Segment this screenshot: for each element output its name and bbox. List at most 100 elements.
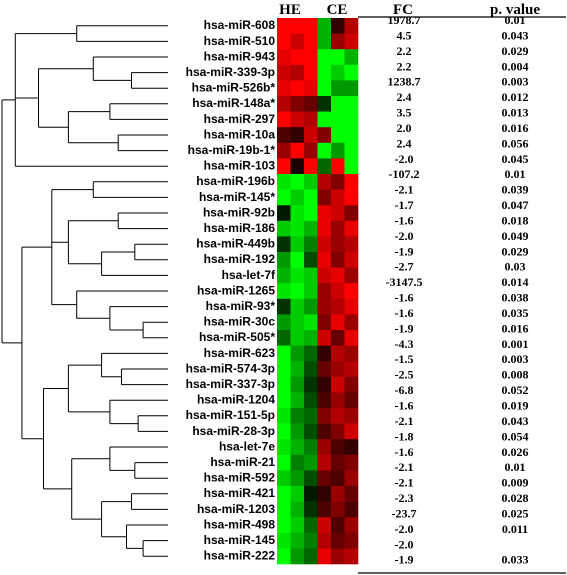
heatmap-cell [277,330,291,346]
fc-value: -2.1 [395,460,414,474]
heatmap-cell [277,127,291,144]
heatmap-cell [277,174,291,190]
fc-value: 2.4 [397,136,412,150]
heatmap-cell [344,142,359,159]
heatmap-cell [277,220,291,237]
heatmap-cell [304,80,318,97]
mirna-label: hsa-miR-1265 [197,283,275,297]
heatmap-cell [331,142,345,159]
fc-value: -2.0 [395,229,414,243]
heatmap-cell [304,439,318,456]
fc-value: -23.7 [392,506,417,520]
fc-value: 1238.7 [388,75,421,89]
heatmap-cell [331,376,345,393]
heatmap-cell [331,423,345,440]
heatmap-cell [277,423,291,440]
heatmap-cell [344,517,359,534]
heatmap-cell [277,454,291,471]
heatmap-cell [317,111,332,128]
heatmap-cell [290,158,305,175]
heatmap-cell [304,470,318,487]
heatmap-cell [277,64,291,81]
fc-value: -2.1 [395,414,414,428]
heatmap-cell [304,454,318,471]
pvalue-value: 0.01 [505,167,526,181]
heatmap-cell [331,64,345,81]
fc-value: -4.3 [395,337,414,351]
heatmap-cell [331,486,345,502]
heatmap-cell [344,501,359,518]
fc-value: 2.2 [397,59,412,73]
heatmap-cell [344,548,359,565]
heatmap-cell [290,532,305,549]
heatmap-cell [331,33,345,50]
fc-value: -1.9 [395,553,414,567]
heatmap-cell [277,111,291,128]
mirna-label: hsa-miR-623 [204,346,276,360]
heatmap-cell [331,532,345,549]
heatmap-cell [304,49,318,66]
heatmap-cell [344,361,359,378]
fc-value: 2.2 [397,44,412,58]
fc-value: -1.6 [395,445,414,459]
heatmap-cell [331,18,345,34]
heatmap-cell [317,298,332,315]
heatmap-cell [331,501,345,518]
heatmap-cell [290,470,305,487]
heatmap-cell [290,205,305,222]
heatmap-cell [304,158,318,175]
heatmap-cell [290,298,305,315]
heatmap-cell [304,314,318,331]
heatmap-cell [317,220,332,237]
heatmap-cell [317,470,332,487]
mirna-label: hsa-miR-337-3p [186,377,275,391]
heatmap-cell [344,220,359,237]
mirna-label: hsa-miR-151-5p [186,408,275,422]
heatmap-cell [277,361,291,378]
heatmap-cell [344,80,359,97]
heatmap-cell [304,517,318,534]
heatmap-cell [344,111,359,128]
heatmap-cell [331,49,345,66]
heatmap-cell [344,532,359,549]
heatmap-cell [331,392,345,409]
heatmap-cell [317,158,332,175]
heatmap-cell [331,517,345,534]
mirna-label: hsa-miR-21 [210,455,275,469]
heatmap-cell [290,486,305,502]
heatmap-cell [317,314,332,331]
pvalue-value: 0.029 [502,244,529,258]
heatmap-cell [277,532,291,549]
pvalue-value: 0.03 [505,260,526,274]
heatmap-cell [290,174,305,190]
mirna-label: hsa-miR-510 [204,34,276,48]
heatmap-cell [290,439,305,456]
heatmap-cell [317,283,332,300]
mirna-label: hsa-miR-30c [204,315,276,329]
pvalue-value: 0.01 [505,13,526,27]
heatmap-cell [317,189,332,206]
fc-value: 3.5 [397,106,412,120]
pvalue-value: 0.049 [502,229,529,243]
fc-value: -107.2 [389,167,420,181]
heatmap-cell [304,111,318,128]
heatmap-cell [290,252,305,268]
heatmap-cell [344,298,359,315]
heatmap-cell [290,189,305,206]
heatmap-cell [331,252,345,268]
mirna-label: hsa-miR-574-3p [186,361,275,375]
heatmap-cell [290,236,305,253]
fc-value: -1.8 [395,429,414,443]
mirna-label: hsa-miR-339-3p [186,65,275,79]
pvalue-value: 0.016 [502,321,529,335]
fc-value: -1.6 [395,399,414,413]
heatmap-cell [317,64,332,81]
heatmap-cell [304,532,318,549]
heatmap-cell [277,548,291,565]
heatmap-cell [304,408,318,424]
heatmap-cell [331,174,345,190]
mirna-label: hsa-miR-10a [204,127,276,141]
pvalue-value: 0.043 [502,28,529,42]
pvalue-value: 0.056 [502,136,529,150]
pvalue-value: 0.003 [502,75,529,89]
